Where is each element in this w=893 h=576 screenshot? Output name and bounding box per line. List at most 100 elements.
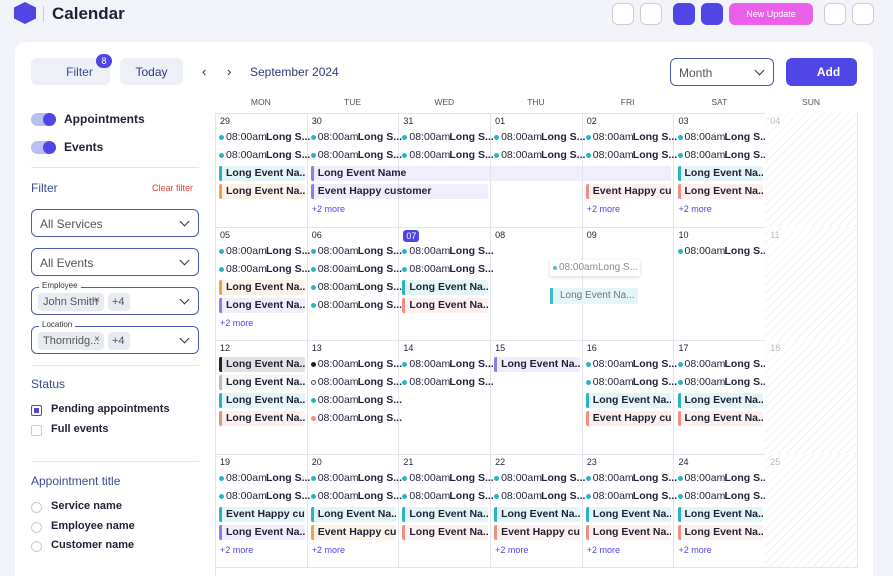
appointment-time[interactable]: 08:00am <box>684 489 726 502</box>
day-cell[interactable] <box>765 340 858 455</box>
radio[interactable] <box>31 521 42 533</box>
update-button[interactable]: New Update <box>729 3 813 25</box>
appointment-text[interactable]: Long S... <box>724 376 769 388</box>
add-button[interactable]: Add <box>786 58 857 86</box>
appointment-time[interactable]: 08:00am <box>226 262 267 275</box>
appointment-text[interactable]: Long S... <box>449 358 494 370</box>
today-button[interactable]: Today <box>120 58 183 85</box>
chip[interactable]: John Smith × <box>38 293 104 311</box>
event[interactable]: Event Happy cu... <box>219 506 305 522</box>
appointment-time[interactable]: 08:00am <box>684 244 726 257</box>
appointment-text[interactable]: Long S... <box>632 471 678 484</box>
appointment-text[interactable]: Long S... <box>724 149 769 161</box>
appointment-text[interactable]: Long S... <box>724 489 769 502</box>
select[interactable]: Thornridg... × +4 <box>31 326 199 354</box>
event[interactable]: Long Event Na... <box>677 393 764 408</box>
day-cell[interactable] <box>398 340 492 455</box>
event[interactable]: Long Event Na... <box>219 375 305 390</box>
appointment-text[interactable]: Long S... <box>449 131 494 143</box>
appointment-time[interactable]: 08:00am <box>317 358 359 370</box>
appointment-text[interactable]: Long S... <box>632 489 678 502</box>
radio[interactable] <box>31 502 42 513</box>
event[interactable]: Long Event Na... <box>219 184 305 199</box>
next-button[interactable]: › <box>227 64 232 79</box>
appointment-time[interactable]: 08:00am <box>409 244 451 257</box>
appointment-text[interactable]: Long S... <box>632 376 678 388</box>
chip[interactable]: +4 <box>108 293 130 311</box>
prev-button[interactable]: ‹ <box>202 64 207 79</box>
appointment-time[interactable]: 08:00am <box>684 376 726 388</box>
appointment-time[interactable]: 08:00am <box>317 149 359 161</box>
appointment-text[interactable]: Long S... <box>357 149 403 161</box>
appointment-text[interactable]: Long S... <box>266 262 311 275</box>
event[interactable]: Long Event Na... <box>219 524 305 540</box>
appointment-time[interactable]: 08:00am <box>684 131 726 143</box>
appointment-time[interactable]: 08:00am <box>592 489 634 502</box>
event[interactable]: Long Event Na... <box>677 506 764 522</box>
checkbox[interactable] <box>31 405 42 416</box>
appointment-time[interactable]: 08:00am <box>592 358 634 370</box>
radio[interactable] <box>31 541 42 552</box>
appointment-text[interactable]: Long S... <box>357 471 403 484</box>
store-button[interactable] <box>701 3 723 25</box>
event[interactable]: Long Event Na... <box>219 393 305 408</box>
event[interactable]: Long Event Na... <box>585 524 672 540</box>
appointment-text[interactable]: Long S... <box>632 149 678 161</box>
appointment-text[interactable]: Long S... <box>266 471 311 484</box>
more-link[interactable]: +2 more <box>495 544 529 555</box>
day-cell[interactable] <box>581 340 675 455</box>
event[interactable]: Event Happy cu... <box>585 184 672 199</box>
appointment-time[interactable]: 08:00am <box>684 358 726 370</box>
appointment-time[interactable]: 08:00am <box>409 489 451 502</box>
book-button[interactable] <box>673 3 695 25</box>
appointment-time[interactable]: 08:00am <box>317 394 359 406</box>
appointment-time[interactable]: 08:00am <box>501 149 542 161</box>
appointment-time[interactable]: 08:00am <box>409 262 451 275</box>
day-cell[interactable] <box>398 113 492 228</box>
appointment-time[interactable]: 08:00am <box>226 489 267 502</box>
appointment-text[interactable]: Long S... <box>357 412 403 424</box>
appointment-text[interactable]: Long S... <box>449 489 494 502</box>
day-cell[interactable] <box>215 226 308 341</box>
appointment-time[interactable]: 08:00am <box>409 131 451 143</box>
appointment-time[interactable]: 08:00am <box>317 489 359 502</box>
day-cell[interactable] <box>490 453 583 568</box>
day-cell[interactable] <box>490 226 583 341</box>
appointment-time[interactable]: 08:00am <box>317 280 359 293</box>
day-cell[interactable] <box>765 226 858 341</box>
appointment-text[interactable]: Long S... <box>357 489 403 502</box>
appointment-text[interactable]: Long S... <box>266 149 311 161</box>
appointment-text[interactable]: Long S... <box>357 394 403 406</box>
event[interactable]: Long Event Na... <box>310 506 397 522</box>
event[interactable]: Event Happy cu... <box>585 411 672 426</box>
globe-button[interactable] <box>824 3 846 25</box>
appointment-time[interactable]: 08:00am <box>317 471 359 484</box>
appointment-time[interactable]: 08:00am <box>684 149 726 161</box>
appointment-text[interactable]: Long S... <box>357 262 403 275</box>
icon-button[interactable] <box>612 3 634 25</box>
appointment-time[interactable]: 08:00am <box>317 412 359 424</box>
checkbox[interactable] <box>31 425 42 436</box>
event[interactable]: Long Event Na... <box>585 393 672 408</box>
event[interactable]: Long Event Na... <box>677 184 764 199</box>
appointment-text[interactable]: Long S... <box>357 358 403 370</box>
day-cell[interactable] <box>215 453 308 568</box>
appointment-text[interactable]: Long S... <box>357 298 403 311</box>
appointment-time[interactable]: 08:00am <box>317 262 359 275</box>
appointment-time[interactable]: 08:00am <box>226 471 267 484</box>
appointment-text[interactable]: Long S... <box>541 471 586 484</box>
day-cell[interactable] <box>215 340 308 455</box>
day-cell[interactable] <box>306 226 400 341</box>
appointment-time[interactable]: 08:00am <box>226 149 267 161</box>
appointment-time[interactable]: 08:00am <box>409 471 451 484</box>
appointment-time[interactable]: 08:00am <box>501 131 542 143</box>
appointment-text[interactable]: Long S... <box>266 131 311 143</box>
appointment-time[interactable]: 08:00am <box>592 149 634 161</box>
appointment-time[interactable]: 08:00am <box>317 244 359 257</box>
appointment-text[interactable]: Long S... <box>724 471 769 484</box>
more-link[interactable]: +2 more <box>220 544 254 555</box>
appointment-text[interactable]: Long S... <box>632 358 678 370</box>
appointment-time[interactable]: 08:00am <box>226 244 267 257</box>
day-cell[interactable] <box>215 113 308 228</box>
appointment-time[interactable]: 08:00am <box>409 358 451 370</box>
